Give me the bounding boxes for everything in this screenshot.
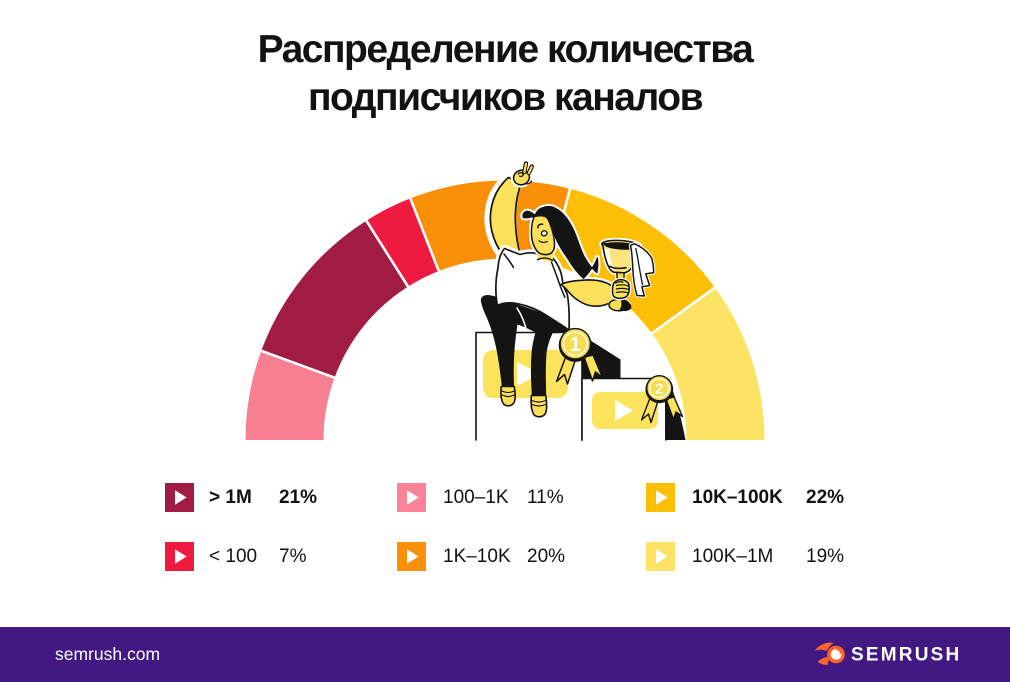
svg-text:2: 2 bbox=[655, 381, 663, 398]
svg-text:1: 1 bbox=[570, 334, 581, 356]
svg-text:SEMRUSH: SEMRUSH bbox=[851, 645, 961, 666]
